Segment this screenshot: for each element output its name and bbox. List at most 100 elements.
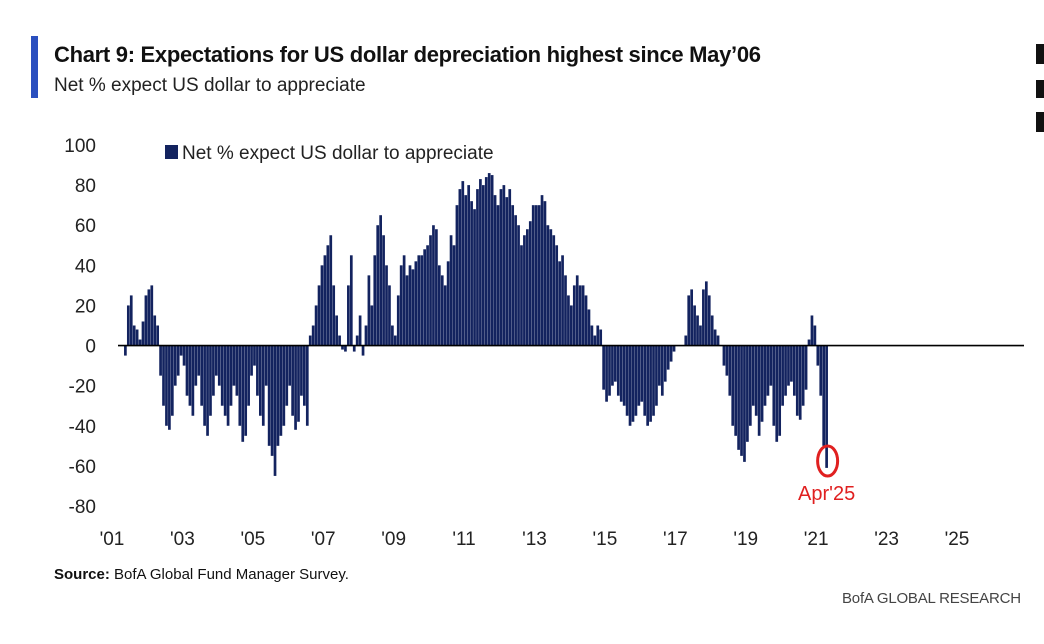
bar <box>704 281 708 346</box>
y-tick-label: -80 <box>69 497 96 518</box>
bar <box>540 195 544 346</box>
bar <box>511 205 515 346</box>
bar <box>658 345 661 386</box>
bar <box>185 345 189 396</box>
bar-chart: 100 80 60 40 20 0 -20 -40 -60 -80'01 '03 '05 '07 '09 '… <box>64 136 1024 550</box>
bar <box>464 195 468 346</box>
bar <box>822 345 826 446</box>
x-tick-label: '25 <box>945 529 970 550</box>
bar <box>760 345 764 422</box>
bar <box>217 345 221 386</box>
bar <box>124 345 127 356</box>
bar <box>226 345 230 426</box>
bar <box>388 285 391 346</box>
bar <box>458 189 462 346</box>
bar <box>376 225 380 346</box>
bar <box>338 335 341 346</box>
bar <box>250 345 253 376</box>
bar <box>643 345 647 416</box>
bar <box>660 345 664 396</box>
bar <box>751 345 755 406</box>
bar <box>484 177 488 346</box>
bar <box>179 345 183 356</box>
bar <box>784 345 787 396</box>
bar <box>769 345 773 386</box>
bar <box>282 345 286 426</box>
x-tick-label: '01 <box>100 529 125 550</box>
x-tick-label: '09 <box>381 529 406 550</box>
bar <box>382 235 385 346</box>
bar <box>798 345 802 420</box>
bar <box>182 345 186 366</box>
bar <box>197 345 201 376</box>
legend-label: Net % expect US dollar to appreciate <box>182 143 494 164</box>
bar <box>132 325 136 346</box>
bar <box>707 295 711 346</box>
bar <box>402 255 406 346</box>
bar <box>549 229 553 346</box>
source-label: Source: <box>54 566 110 583</box>
bar <box>731 345 735 426</box>
bar <box>206 345 209 436</box>
bar <box>754 345 758 416</box>
bar <box>270 345 274 456</box>
bar <box>135 329 139 346</box>
bar <box>294 345 297 430</box>
bar <box>558 261 561 346</box>
bar <box>261 345 265 426</box>
bar <box>514 215 517 346</box>
bar <box>320 265 324 346</box>
bar <box>235 345 239 396</box>
bar <box>578 285 582 346</box>
bar <box>367 275 371 346</box>
x-tick-label: '23 <box>874 529 899 550</box>
bar <box>455 205 459 346</box>
bar <box>570 305 573 346</box>
bar <box>531 205 535 346</box>
bar <box>487 173 491 346</box>
bar <box>479 179 482 346</box>
bar <box>437 265 441 346</box>
bar <box>373 255 377 346</box>
bar <box>748 345 752 426</box>
x-tick-label: '13 <box>522 529 547 550</box>
bar <box>256 345 259 396</box>
bar <box>332 285 336 346</box>
bar <box>766 345 770 396</box>
bar <box>162 345 165 406</box>
bar <box>432 225 435 346</box>
bar <box>165 345 168 426</box>
bar <box>308 335 312 346</box>
bar <box>825 345 828 468</box>
y-tick-label: 0 <box>85 337 96 358</box>
x-tick-label: '03 <box>170 529 195 550</box>
brand-label: BofA GLOBAL RESEARCH <box>842 590 1021 607</box>
bar <box>126 305 130 346</box>
bar <box>129 295 133 346</box>
bar <box>214 345 218 376</box>
bar <box>417 255 421 346</box>
bar <box>229 345 233 406</box>
bar <box>426 245 429 346</box>
bar <box>775 345 779 442</box>
bar <box>781 345 784 406</box>
bar <box>429 235 432 346</box>
bar <box>470 201 473 346</box>
y-tick-label: -60 <box>69 457 96 478</box>
bar <box>317 285 321 346</box>
bar <box>628 345 632 426</box>
bar <box>795 345 799 416</box>
x-tick-label: '07 <box>311 529 336 550</box>
bar <box>499 189 503 346</box>
bar <box>493 195 497 346</box>
bar <box>385 265 388 346</box>
bar <box>637 345 641 406</box>
bar <box>596 325 600 346</box>
bar <box>168 345 171 430</box>
bar <box>259 345 262 416</box>
y-tick-label: 20 <box>75 296 96 317</box>
bar <box>525 229 529 346</box>
bar <box>311 325 315 346</box>
bar <box>687 295 691 346</box>
bar <box>757 345 761 436</box>
